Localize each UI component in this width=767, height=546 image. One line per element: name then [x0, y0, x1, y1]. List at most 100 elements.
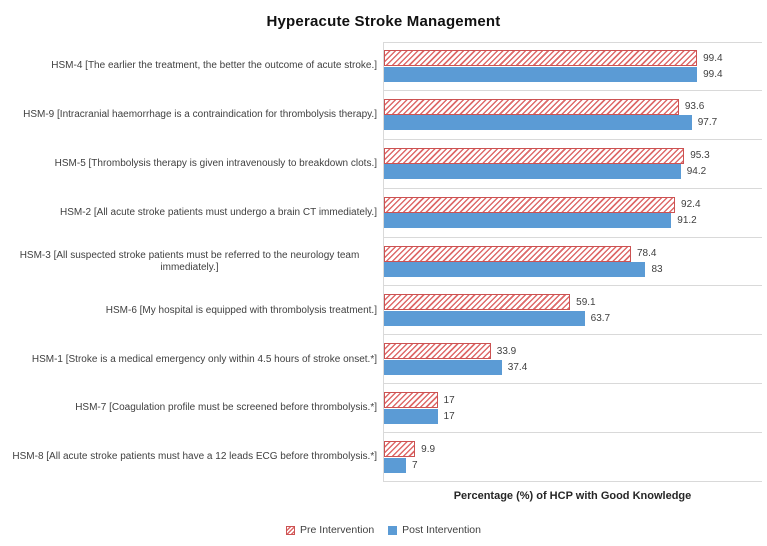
- series-row: 99.4: [384, 66, 762, 82]
- category-label-text: HSM-2 [All acute stroke patients must un…: [60, 206, 377, 218]
- pre-value-label: 78.4: [636, 248, 657, 259]
- category-label-text: HSM-3 [All suspected stroke patients mus…: [19, 249, 360, 274]
- plot-band: 78.4 83: [383, 237, 762, 287]
- chart-row: HSM-8 [All acute stroke patients must ha…: [0, 433, 762, 483]
- series-row: 17: [384, 392, 762, 409]
- chart-row: HSM-2 [All acute stroke patients must un…: [0, 188, 762, 238]
- post-intervention-bar: [384, 115, 692, 131]
- chart-row: HSM-3 [All suspected stroke patients mus…: [0, 237, 762, 287]
- plot-band: 99.4 99.4: [383, 42, 762, 91]
- category-label-text: HSM-5 [Thrombolysis therapy is given int…: [54, 157, 377, 169]
- series-row: 63.7: [384, 310, 762, 326]
- pre-intervention-bar: [384, 343, 491, 360]
- post-intervention-bar: [384, 164, 681, 180]
- pre-value-label: 99.4: [703, 52, 723, 64]
- pre-value-label: 59.1: [576, 296, 596, 308]
- category-label-text: HSM-8 [All acute stroke patients must ha…: [12, 451, 377, 463]
- post-intervention-bar: [384, 408, 438, 424]
- chart-row: HSM-4 [The earlier the treatment, the be…: [0, 42, 762, 91]
- category-label-text: HSM-9 [Intracranial haemorrhage is a con…: [23, 109, 377, 121]
- post-value-label: 83: [651, 264, 663, 275]
- pre-intervention-bar: [384, 147, 685, 164]
- series-row: 59.1: [384, 294, 762, 311]
- category-label: HSM-5 [Thrombolysis therapy is given int…: [0, 140, 383, 189]
- post-value-label: 7: [412, 459, 418, 471]
- series-row: 17: [384, 408, 762, 424]
- pre-intervention-bar: [384, 196, 676, 213]
- category-label: HSM-6 [My hospital is equipped with thro…: [0, 286, 383, 335]
- plot-band: 92.4 91.2: [383, 188, 762, 238]
- x-axis-title: Percentage (%) of HCP with Good Knowledg…: [453, 490, 692, 502]
- series-row: 95.3: [384, 147, 762, 164]
- post-intervention-bar: [384, 262, 646, 277]
- category-label: HSM-2 [All acute stroke patients must un…: [0, 189, 383, 238]
- series-row: 99.4: [384, 50, 762, 67]
- post-intervention-bar: [384, 213, 672, 229]
- category-label: HSM-1 [Stroke is a medical emergency onl…: [0, 335, 383, 384]
- plot-band: 9.9 7: [383, 433, 762, 483]
- legend-item-pre: Pre Intervention: [286, 524, 374, 536]
- category-label-text: HSM-4 [The earlier the treatment, the be…: [51, 60, 377, 72]
- pre-intervention-bar: [384, 441, 416, 458]
- post-intervention-bar: [384, 359, 502, 375]
- series-row: 91.2: [384, 213, 762, 229]
- post-intervention-bar: [384, 310, 585, 326]
- legend-label-post: Post Intervention: [402, 524, 481, 536]
- series-row: 92.4: [384, 196, 762, 213]
- series-row: 97.7: [384, 115, 762, 131]
- pre-intervention-bar: [384, 50, 698, 67]
- chart-row: HSM-9 [Intracranial haemorrhage is a con…: [0, 90, 762, 140]
- post-value-label: 91.2: [677, 215, 697, 227]
- pre-value-label: 33.9: [496, 345, 517, 357]
- series-row: 33.9: [384, 343, 762, 360]
- category-label: HSM-9 [Intracranial haemorrhage is a con…: [0, 91, 383, 140]
- post-value-label: 97.7: [697, 117, 718, 129]
- category-label-text: HSM-7 [Coagulation profile must be scree…: [75, 402, 377, 414]
- chart-row: HSM-1 [Stroke is a medical emergency onl…: [0, 335, 762, 385]
- category-label: HSM-8 [All acute stroke patients must ha…: [0, 433, 383, 482]
- pre-intervention-bar: [384, 294, 571, 311]
- category-label-text: HSM-6 [My hospital is equipped with thro…: [105, 304, 377, 316]
- series-row: 93.6: [384, 98, 762, 115]
- legend-label-pre: Pre Intervention: [300, 524, 375, 536]
- plot-band: 33.9 37.4: [383, 335, 762, 385]
- pre-value-label: 92.4: [681, 199, 701, 211]
- post-intervention-swatch-icon: [388, 525, 398, 535]
- series-row: 83: [384, 262, 762, 278]
- pre-value-label: 17: [443, 394, 455, 406]
- post-value-label: 94.2: [686, 166, 707, 178]
- plot-band: 95.3 94.2: [383, 139, 762, 189]
- pre-intervention-bar: [384, 245, 631, 262]
- post-value-label: 99.4: [703, 68, 723, 80]
- legend: Pre Intervention Post Intervention: [0, 524, 767, 536]
- chart-row: HSM-6 [My hospital is equipped with thro…: [0, 286, 762, 336]
- plot-band: 93.6 97.7: [383, 90, 762, 140]
- series-row: 94.2: [384, 164, 762, 180]
- series-row: 7: [384, 457, 762, 473]
- category-label: HSM-3 [All suspected stroke patients mus…: [0, 238, 383, 287]
- post-value-label: 37.4: [507, 361, 528, 373]
- post-intervention-bar: [384, 66, 698, 82]
- pre-value-label: 95.3: [690, 150, 710, 162]
- plot-band: 17 17: [383, 384, 762, 434]
- post-intervention-bar: [384, 457, 407, 473]
- post-value-label: 17: [443, 410, 455, 422]
- chart-row: HSM-5 [Thrombolysis therapy is given int…: [0, 139, 762, 189]
- series-row: 9.9: [384, 441, 762, 458]
- pre-value-label: 93.6: [684, 101, 705, 113]
- chart-row: HSM-7 [Coagulation profile must be scree…: [0, 384, 762, 434]
- plot-band: 59.1 63.7: [383, 286, 762, 336]
- series-row: 37.4: [384, 359, 762, 375]
- category-label: HSM-4 [The earlier the treatment, the be…: [0, 42, 383, 91]
- plot-area: HSM-4 [The earlier the treatment, the be…: [0, 42, 762, 483]
- pre-intervention-bar: [384, 98, 679, 115]
- series-row: 78.4: [384, 245, 762, 262]
- pre-intervention-swatch-icon: [286, 525, 296, 535]
- pre-intervention-bar: [384, 392, 438, 409]
- category-label-text: HSM-1 [Stroke is a medical emergency onl…: [31, 353, 377, 365]
- legend-item-post: Post Intervention: [388, 524, 481, 536]
- post-value-label: 63.7: [590, 312, 611, 324]
- chart-title: Hyperacute Stroke Management: [266, 12, 501, 30]
- category-label: HSM-7 [Coagulation profile must be scree…: [0, 384, 383, 433]
- pre-value-label: 9.9: [421, 443, 436, 455]
